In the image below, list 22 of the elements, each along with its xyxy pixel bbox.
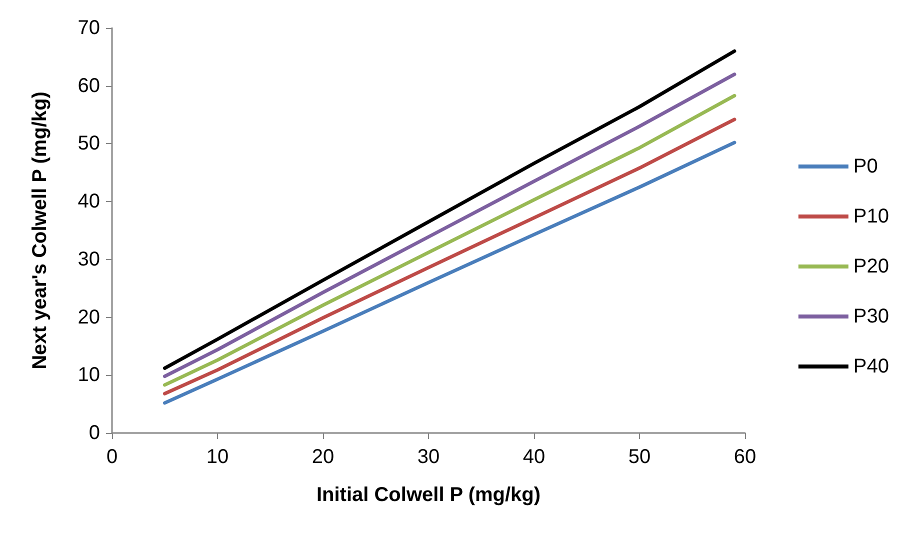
x-tick-label: 40 (522, 446, 546, 468)
y-axis-title: Next year's Colwell P (mg/kg) (29, 92, 51, 370)
x-tick-label: 0 (106, 446, 118, 468)
x-axis-title: Initial Colwell P (mg/kg) (316, 484, 541, 506)
y-tick-label: 0 (88, 422, 100, 444)
y-tick-label: 50 (78, 132, 100, 155)
x-tick-label: 60 (734, 446, 756, 468)
legend-label: P10 (853, 206, 890, 228)
y-tick-label: 60 (78, 74, 100, 97)
x-tick-label: 10 (206, 446, 229, 468)
y-tick-label: 70 (78, 17, 100, 39)
y-tick-label: 40 (78, 190, 100, 213)
y-tick-label: 20 (78, 306, 100, 328)
legend-label: P20 (853, 256, 890, 278)
x-tick-label: 30 (417, 446, 440, 468)
x-tick-label: 50 (628, 446, 651, 468)
legend-label: P40 (853, 356, 890, 378)
x-tick-label: 20 (312, 446, 334, 468)
y-tick-label: 30 (78, 248, 100, 270)
legend-label: P30 (853, 306, 890, 328)
legend-label: P0 (853, 156, 878, 178)
y-tick-label: 10 (78, 364, 100, 386)
